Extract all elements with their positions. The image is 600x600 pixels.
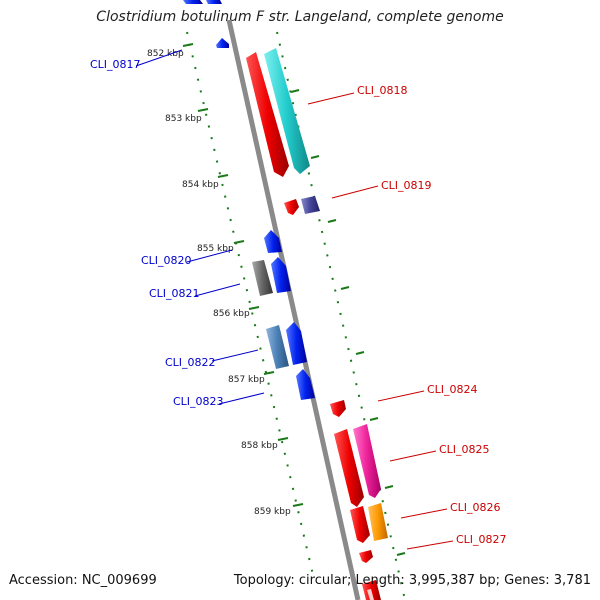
gene-label-cli-0827: CLI_0827	[456, 533, 507, 546]
scale-label-858: 858 kbp	[241, 441, 278, 451]
gene-label-cli-0821: CLI_0821	[149, 287, 200, 300]
scale-label-853: 853 kbp	[165, 114, 202, 124]
gene-label-cli-0823: CLI_0823	[173, 395, 224, 408]
gene-arrow	[353, 424, 381, 498]
gene-label-cli-0822: CLI_0822	[165, 356, 216, 369]
gene-arrow	[362, 580, 381, 600]
scale-label-854: 854 kbp	[182, 180, 219, 190]
gene-arrow	[359, 550, 373, 563]
gene-arrow	[216, 38, 229, 48]
label-leaders	[135, 49, 454, 550]
gene-arrow	[368, 503, 388, 541]
gene-arrow	[264, 230, 282, 253]
gene-label-cli-0820: CLI_0820	[141, 254, 192, 267]
gene-arrow	[284, 199, 299, 215]
gene-label-cli-0818: CLI_0818	[357, 84, 408, 97]
accession-text: Accession: NC_009699	[9, 573, 157, 588]
gene-arrow	[367, 589, 374, 600]
map-title: Clostridium botulinum F str. Langeland, …	[96, 9, 504, 25]
scale-label-856: 856 kbp	[213, 309, 250, 319]
gene-arrow	[266, 325, 289, 369]
gene-arrow	[301, 196, 320, 214]
gene-arrow	[252, 260, 273, 296]
gene-arrow	[206, 0, 222, 4]
gene-label-cli-0817: CLI_0817	[90, 58, 141, 71]
gene-arrow	[350, 506, 370, 543]
scale-label-857: 857 kbp	[228, 375, 265, 385]
gene-arrow	[183, 0, 203, 4]
scale-labels: 852 kbp 853 kbp 854 kbp 855 kbp 856 kbp …	[147, 49, 291, 517]
gene-label-cli-0824: CLI_0824	[427, 383, 478, 396]
gene-labels-left: CLI_0817 CLI_0820 CLI_0821 CLI_0822 CLI_…	[90, 58, 224, 408]
scale-label-855: 855 kbp	[197, 244, 234, 254]
gene-arrow	[296, 369, 315, 400]
scale-ticks	[182, 43, 304, 507]
gene-arrow	[246, 52, 289, 177]
gene-label-cli-0819: CLI_0819	[381, 179, 432, 192]
scale-label-852: 852 kbp	[147, 49, 184, 59]
scale-label-859: 859 kbp	[254, 507, 291, 517]
right-track-ticks	[290, 89, 406, 556]
gene-arrow	[271, 257, 291, 293]
genome-summary-text: Topology: circular; Length: 3,995,387 bp…	[233, 573, 591, 588]
genome-backbone	[226, 19, 361, 600]
gene-arrow	[286, 322, 307, 365]
gene-arrow	[264, 48, 310, 174]
gene-label-cli-0826: CLI_0826	[450, 501, 501, 514]
gene-arrow	[330, 400, 346, 417]
gene-features	[183, 0, 388, 600]
gene-arrow	[334, 429, 364, 507]
gene-labels-right: CLI_0818 CLI_0819 CLI_0824 CLI_0825 CLI_…	[357, 84, 507, 546]
gene-label-cli-0825: CLI_0825	[439, 443, 490, 456]
